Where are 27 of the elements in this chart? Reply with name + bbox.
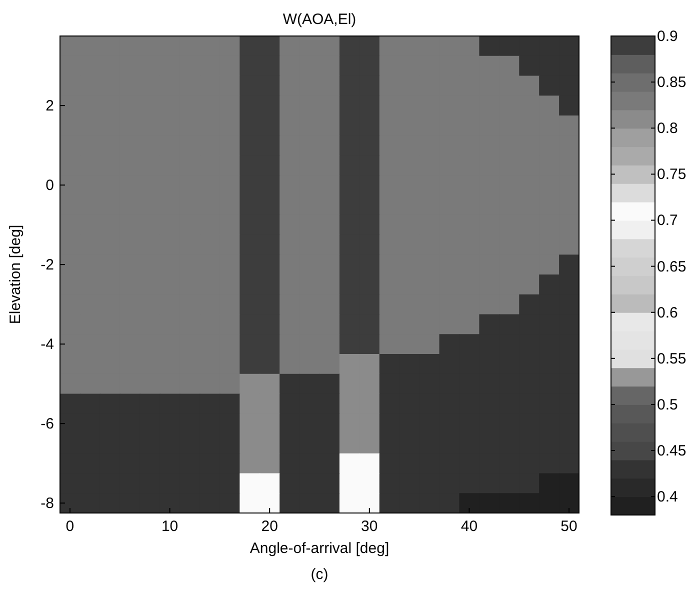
x-tick-label: 0 <box>66 518 74 535</box>
color-bar-label: 0.85 <box>657 74 686 92</box>
color-bar-label: 0.4 <box>657 488 678 506</box>
y-tick-label: 0 <box>46 177 54 194</box>
y-tick-label: -2 <box>40 256 54 274</box>
y-axis-title: Elevation [deg] <box>7 224 24 324</box>
color-bar-label: 0.5 <box>657 396 678 414</box>
x-tick-label: 50 <box>560 518 578 535</box>
color-bar-label: 0.9 <box>657 28 678 45</box>
color-bar-label: 0.75 <box>657 166 686 184</box>
y-tick-label: -4 <box>40 336 54 354</box>
x-tick-label: 20 <box>261 518 278 535</box>
x-axis-title: Angle-of-arrival [deg] <box>250 540 390 557</box>
color-bar-label: 0.8 <box>657 120 678 138</box>
color-bar-label: 0.6 <box>657 304 678 322</box>
color-bar-label: 0.55 <box>657 350 686 368</box>
text: (c) <box>310 566 328 583</box>
y-tick-label: -8 <box>40 495 54 512</box>
color-bar-label: 0.45 <box>657 442 686 460</box>
x-tick-label: 40 <box>460 518 478 535</box>
color-bar-label: 0.7 <box>657 212 678 230</box>
y-tick-label: 2 <box>46 98 54 115</box>
x-tick-label: 30 <box>361 518 378 535</box>
x-tick-label: 10 <box>161 518 178 535</box>
color-bar-label: 0.65 <box>657 258 686 276</box>
chart-title: W(AOA,El) <box>282 11 356 28</box>
y-tick-label: -6 <box>40 416 54 433</box>
